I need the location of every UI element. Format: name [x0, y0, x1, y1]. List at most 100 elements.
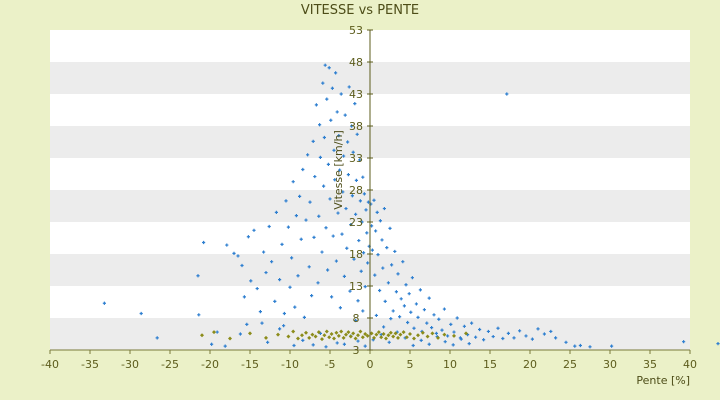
data-point: [351, 331, 356, 336]
data-point: [524, 334, 528, 338]
data-point: [414, 302, 418, 306]
data-point: [338, 168, 342, 172]
data-point: [358, 158, 362, 162]
data-point: [273, 299, 277, 303]
y-axis-label: Vitesse [km/h]: [332, 130, 345, 210]
data-point: [228, 336, 232, 341]
x-tick-label: -20: [201, 358, 219, 371]
data-point: [352, 257, 356, 261]
data-point: [374, 313, 378, 318]
data-point: [296, 336, 300, 341]
y-tick-label: 18: [349, 248, 363, 261]
data-point: [455, 316, 459, 320]
data-point: [389, 317, 393, 321]
data-point: [398, 332, 403, 337]
data-point: [442, 332, 447, 337]
data-point: [330, 295, 334, 299]
data-points: [102, 63, 720, 349]
data-point: [348, 289, 352, 293]
x-tick-label: 15: [483, 358, 497, 371]
data-point: [316, 330, 321, 335]
data-point: [238, 332, 242, 336]
data-point: [382, 206, 386, 211]
data-point: [388, 330, 393, 335]
x-tick-label: -15: [241, 358, 259, 371]
data-point: [350, 194, 354, 198]
data-point: [313, 334, 318, 339]
data-point: [278, 278, 282, 282]
data-point: [383, 299, 387, 303]
data-point: [278, 327, 282, 331]
y-tick-label: 8: [353, 312, 360, 325]
data-point: [391, 309, 395, 313]
data-point: [425, 334, 430, 339]
data-point: [328, 197, 332, 201]
data-point: [323, 63, 327, 67]
data-point: [442, 307, 446, 311]
data-point: [255, 286, 259, 291]
data-point: [270, 260, 274, 264]
data-point: [351, 150, 355, 154]
data-point: [342, 154, 346, 158]
data-point: [327, 335, 332, 340]
data-point: [299, 237, 303, 241]
data-point: [291, 180, 295, 184]
data-point: [340, 232, 344, 236]
data-point: [292, 343, 296, 348]
data-point: [304, 330, 308, 335]
data-point: [304, 218, 308, 222]
data-point: [316, 281, 320, 285]
data-point: [330, 86, 334, 90]
data-point: [374, 229, 378, 233]
data-point: [366, 261, 370, 265]
data-point: [370, 224, 374, 228]
data-point: [407, 292, 411, 296]
x-tick-label: 0: [367, 358, 374, 371]
data-point: [329, 332, 334, 336]
x-tick-label: 40: [683, 358, 697, 371]
data-point: [418, 288, 422, 292]
data-point: [391, 334, 396, 339]
data-point: [288, 285, 292, 289]
data-point: [379, 335, 384, 340]
data-point: [446, 334, 450, 338]
data-point: [236, 254, 240, 258]
data-point: [346, 330, 351, 335]
data-point: [326, 162, 330, 166]
data-point: [139, 311, 143, 316]
data-point: [381, 332, 386, 336]
data-point: [301, 167, 305, 172]
data-point: [452, 330, 456, 334]
data-point: [348, 334, 353, 339]
data-point: [549, 329, 553, 334]
data-point: [327, 66, 331, 70]
data-point: [286, 225, 290, 229]
data-point: [333, 178, 337, 182]
data-point: [102, 301, 106, 305]
data-point: [385, 246, 389, 250]
data-point: [406, 320, 410, 325]
data-point: [496, 326, 500, 330]
data-point: [249, 279, 253, 283]
data-point: [355, 132, 359, 136]
data-point: [361, 309, 365, 313]
data-point: [443, 340, 447, 344]
data-point: [449, 322, 453, 326]
data-point: [564, 340, 568, 344]
data-point: [318, 155, 322, 159]
data-point: [409, 310, 413, 314]
x-tick-label: 10: [443, 358, 457, 371]
data-point: [408, 332, 412, 336]
data-point: [252, 228, 256, 232]
data-point: [388, 226, 392, 230]
data-point: [334, 259, 338, 263]
data-point: [341, 335, 346, 340]
data-point: [349, 222, 353, 227]
data-point: [386, 333, 391, 338]
data-point: [312, 235, 316, 239]
data-point: [346, 173, 350, 177]
data-point: [430, 326, 434, 330]
data-point: [210, 342, 214, 346]
x-tick-label: 20: [523, 358, 537, 371]
data-point: [459, 337, 463, 341]
